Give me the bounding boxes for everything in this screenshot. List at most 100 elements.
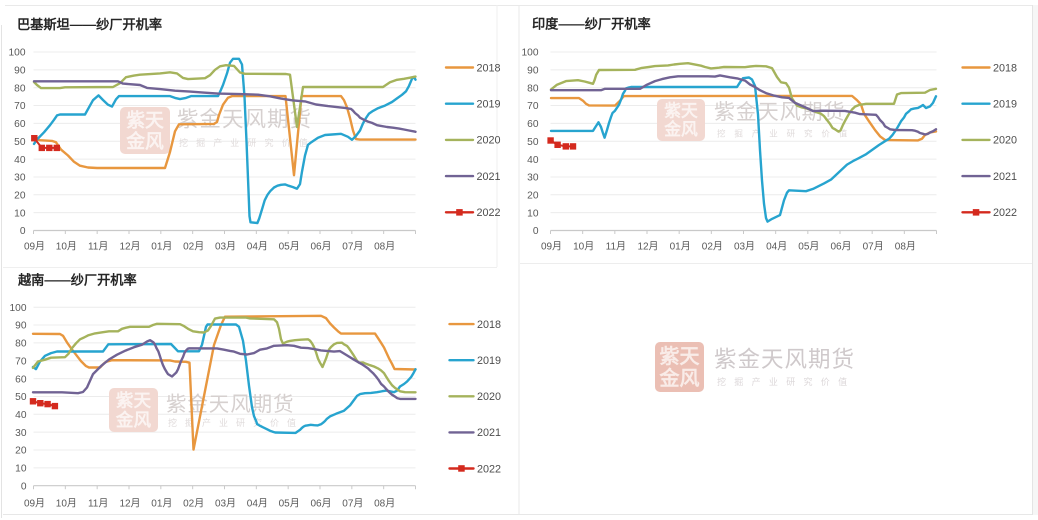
svg-text:90: 90	[527, 66, 539, 77]
svg-text:09月: 09月	[24, 497, 45, 509]
svg-text:紫天: 紫天	[660, 345, 701, 368]
svg-text:90: 90	[14, 66, 26, 77]
svg-text:2019: 2019	[477, 355, 501, 367]
svg-text:02月: 02月	[702, 240, 723, 252]
svg-text:01月: 01月	[670, 240, 691, 252]
svg-text:80: 80	[527, 83, 539, 94]
svg-text:04月: 04月	[247, 240, 268, 252]
svg-text:挖掘产业研究价值: 挖掘产业研究价值	[717, 129, 856, 139]
svg-text:50: 50	[14, 137, 26, 148]
svg-text:11月: 11月	[606, 240, 626, 252]
svg-text:2021: 2021	[477, 427, 501, 439]
svg-text:12月: 12月	[119, 240, 140, 252]
svg-text:70: 70	[15, 356, 27, 367]
svg-text:巴基斯坦——纱厂开机率: 巴基斯坦——纱厂开机率	[17, 16, 162, 32]
svg-text:06月: 06月	[310, 240, 331, 252]
svg-text:0: 0	[21, 481, 27, 492]
svg-text:紫天: 紫天	[664, 101, 698, 121]
svg-text:05月: 05月	[798, 240, 819, 252]
svg-text:30: 30	[15, 428, 27, 439]
svg-text:80: 80	[14, 83, 26, 94]
svg-text:08月: 08月	[895, 240, 916, 252]
svg-text:2020: 2020	[477, 391, 501, 403]
svg-text:80: 80	[15, 339, 27, 350]
svg-text:2020: 2020	[993, 135, 1017, 147]
svg-text:08月: 08月	[374, 240, 395, 252]
svg-text:2018: 2018	[477, 319, 501, 331]
svg-text:越南——纱厂开机率: 越南——纱厂开机率	[17, 272, 137, 288]
svg-text:08月: 08月	[374, 497, 395, 509]
svg-text:挖掘产业研究价值: 挖掘产业研究价值	[179, 137, 316, 148]
svg-text:40: 40	[14, 155, 26, 166]
svg-text:10月: 10月	[56, 497, 77, 509]
svg-text:0: 0	[533, 226, 539, 237]
svg-text:20: 20	[14, 191, 26, 202]
svg-text:60: 60	[15, 374, 27, 385]
svg-text:02月: 02月	[183, 497, 204, 509]
svg-text:30: 30	[527, 173, 539, 184]
svg-text:金风: 金风	[663, 119, 698, 139]
svg-text:07月: 07月	[342, 240, 363, 252]
svg-text:12月: 12月	[637, 240, 658, 252]
svg-text:10: 10	[14, 208, 26, 219]
svg-text:2019: 2019	[477, 99, 501, 111]
svg-text:印度——纱厂开机率: 印度——纱厂开机率	[532, 16, 651, 32]
svg-text:60: 60	[14, 119, 26, 130]
svg-text:03月: 03月	[215, 497, 236, 509]
svg-text:70: 70	[527, 101, 539, 112]
svg-text:40: 40	[527, 155, 539, 166]
svg-text:2018: 2018	[477, 62, 501, 74]
svg-text:20: 20	[15, 446, 27, 457]
svg-text:04月: 04月	[766, 240, 787, 252]
svg-text:01月: 01月	[151, 497, 172, 509]
svg-text:100: 100	[10, 303, 27, 314]
svg-text:金风: 金风	[115, 410, 152, 430]
svg-text:10: 10	[15, 464, 27, 475]
svg-text:2020: 2020	[477, 135, 501, 147]
svg-text:20: 20	[527, 191, 539, 202]
svg-text:2019: 2019	[993, 99, 1017, 111]
svg-text:100: 100	[522, 48, 539, 59]
svg-text:10月: 10月	[56, 240, 77, 252]
svg-text:09月: 09月	[541, 240, 562, 252]
svg-text:05月: 05月	[279, 240, 300, 252]
svg-text:04月: 04月	[247, 497, 268, 509]
svg-text:50: 50	[15, 392, 27, 403]
svg-text:70: 70	[14, 101, 26, 112]
svg-text:90: 90	[15, 321, 27, 332]
svg-text:11月: 11月	[88, 497, 108, 509]
svg-text:2018: 2018	[993, 62, 1017, 74]
svg-text:10: 10	[527, 208, 539, 219]
svg-text:0: 0	[20, 226, 26, 237]
svg-text:06月: 06月	[830, 240, 851, 252]
svg-text:07月: 07月	[342, 497, 363, 509]
svg-text:2021: 2021	[477, 171, 501, 183]
svg-text:金风: 金风	[659, 366, 700, 390]
svg-text:100: 100	[9, 48, 26, 59]
svg-text:挖掘产业研究价值: 挖掘产业研究价值	[168, 417, 304, 428]
svg-text:05月: 05月	[279, 497, 300, 509]
svg-text:01月: 01月	[151, 240, 172, 252]
svg-text:紫天: 紫天	[126, 110, 164, 131]
svg-text:紫天: 紫天	[116, 391, 152, 411]
svg-text:60: 60	[527, 119, 539, 130]
svg-text:12月: 12月	[119, 497, 140, 509]
svg-text:03月: 03月	[215, 240, 236, 252]
svg-text:03月: 03月	[734, 240, 755, 252]
svg-text:06月: 06月	[310, 497, 331, 509]
svg-text:挖掘产业研究价值: 挖掘产业研究价值	[717, 376, 855, 387]
svg-text:2022: 2022	[477, 207, 501, 219]
svg-text:金风: 金风	[125, 129, 164, 151]
svg-text:11月: 11月	[88, 240, 108, 252]
svg-text:02月: 02月	[183, 240, 204, 252]
svg-text:40: 40	[15, 410, 27, 421]
svg-text:紫金天风期货: 紫金天风期货	[166, 393, 294, 416]
svg-text:30: 30	[14, 173, 26, 184]
svg-text:09月: 09月	[24, 240, 45, 252]
svg-text:10月: 10月	[573, 240, 594, 252]
svg-text:2021: 2021	[993, 171, 1017, 183]
svg-text:2022: 2022	[993, 207, 1017, 219]
svg-text:2022: 2022	[477, 463, 501, 475]
svg-text:紫金天风期货: 紫金天风期货	[714, 347, 855, 372]
svg-text:50: 50	[527, 137, 539, 148]
